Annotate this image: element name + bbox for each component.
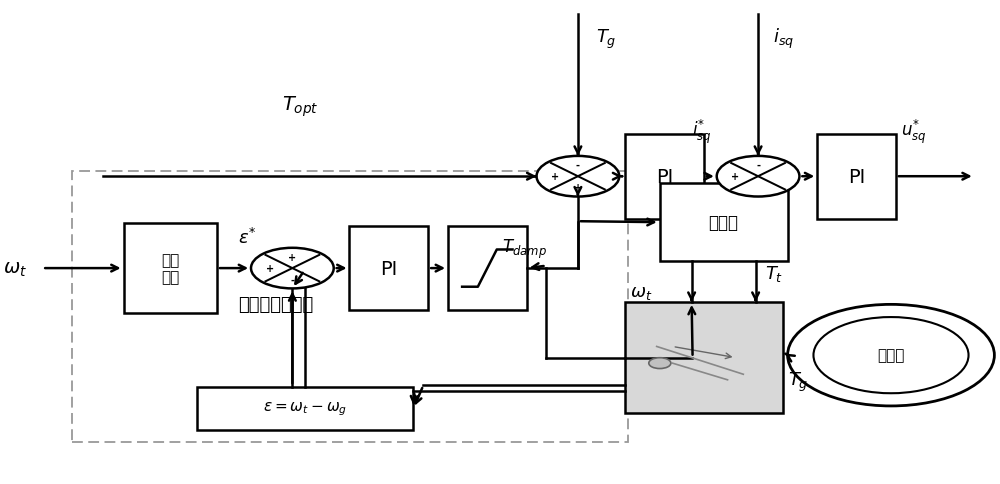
Bar xyxy=(124,224,217,313)
Text: $\varepsilon = \omega_t - \omega_g$: $\varepsilon = \omega_t - \omega_g$ xyxy=(263,400,347,417)
Circle shape xyxy=(649,358,671,369)
Circle shape xyxy=(788,305,994,406)
Text: $i^{*}_{sq}$: $i^{*}_{sq}$ xyxy=(692,117,712,146)
Text: PI: PI xyxy=(380,259,397,278)
Text: 目标
给定: 目标 给定 xyxy=(161,252,179,285)
Text: -: - xyxy=(290,275,294,285)
Circle shape xyxy=(537,157,619,197)
Text: 扭转载荷控制器: 扭转载荷控制器 xyxy=(238,296,313,314)
Bar xyxy=(625,302,783,413)
Bar xyxy=(660,184,788,261)
Bar xyxy=(349,227,428,311)
Bar xyxy=(197,387,413,430)
Text: $\varepsilon^{*}$: $\varepsilon^{*}$ xyxy=(238,227,256,247)
Text: -: - xyxy=(756,161,760,171)
Text: $T_t$: $T_t$ xyxy=(765,263,783,283)
Bar xyxy=(72,172,628,442)
Bar xyxy=(448,227,527,311)
Text: $i_{sq}$: $i_{sq}$ xyxy=(773,27,794,51)
Circle shape xyxy=(717,157,799,197)
Text: +: + xyxy=(266,264,274,273)
Text: +: + xyxy=(731,172,739,182)
Text: 发电机: 发电机 xyxy=(877,348,905,363)
Circle shape xyxy=(251,248,334,289)
Text: $T_g$: $T_g$ xyxy=(596,28,616,51)
Text: PI: PI xyxy=(656,167,673,186)
Text: -: - xyxy=(576,161,580,171)
Text: $T_{damp}$: $T_{damp}$ xyxy=(502,237,546,260)
Text: $\omega_t$: $\omega_t$ xyxy=(3,259,28,278)
Text: +: + xyxy=(574,183,582,193)
Text: PI: PI xyxy=(848,167,865,186)
Text: 风力机: 风力机 xyxy=(709,214,739,232)
Text: $\omega_t$: $\omega_t$ xyxy=(630,284,653,302)
Text: +: + xyxy=(551,172,559,182)
Text: +: + xyxy=(288,252,296,262)
Text: $u^{*}_{sq}$: $u^{*}_{sq}$ xyxy=(901,117,926,146)
Bar xyxy=(625,135,704,219)
Text: $T_{opt}$: $T_{opt}$ xyxy=(282,95,319,119)
Text: $T_g$: $T_g$ xyxy=(788,370,808,393)
Circle shape xyxy=(813,318,969,393)
Bar xyxy=(817,135,896,219)
